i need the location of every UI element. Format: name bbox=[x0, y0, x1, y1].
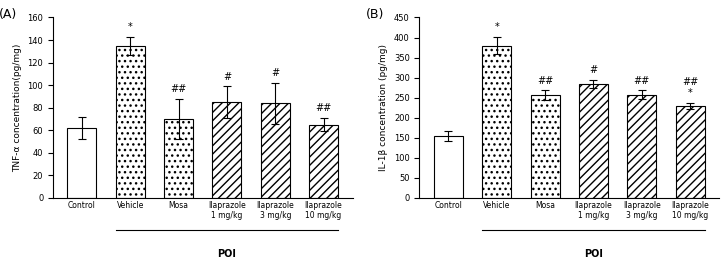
Bar bbox=[482, 45, 511, 198]
Text: #: # bbox=[223, 72, 231, 82]
Text: #: # bbox=[590, 65, 597, 75]
Bar bbox=[68, 128, 97, 198]
Y-axis label: TNF-α concentration(pg/mg): TNF-α concentration(pg/mg) bbox=[13, 44, 22, 172]
Text: (A): (A) bbox=[0, 8, 17, 21]
Text: ##
*: ## * bbox=[682, 77, 698, 98]
Text: ##: ## bbox=[316, 103, 332, 113]
Bar bbox=[531, 95, 560, 198]
Bar bbox=[434, 136, 463, 198]
Text: #: # bbox=[272, 68, 280, 78]
Text: ##: ## bbox=[171, 84, 187, 94]
Bar bbox=[213, 102, 242, 198]
Text: POI: POI bbox=[584, 249, 603, 258]
Text: *: * bbox=[128, 22, 133, 32]
Text: (B): (B) bbox=[365, 8, 384, 21]
Bar bbox=[676, 106, 704, 198]
Bar bbox=[579, 84, 608, 198]
Bar bbox=[116, 46, 144, 198]
Bar bbox=[309, 125, 338, 198]
Text: *: * bbox=[494, 22, 499, 32]
Text: ##: ## bbox=[537, 76, 553, 86]
Text: POI: POI bbox=[218, 249, 237, 258]
Text: ##: ## bbox=[634, 76, 650, 86]
Y-axis label: IL-1β concentration (pg/mg): IL-1β concentration (pg/mg) bbox=[379, 44, 388, 171]
Bar bbox=[164, 119, 193, 198]
Bar bbox=[627, 95, 656, 198]
Bar bbox=[261, 103, 290, 198]
